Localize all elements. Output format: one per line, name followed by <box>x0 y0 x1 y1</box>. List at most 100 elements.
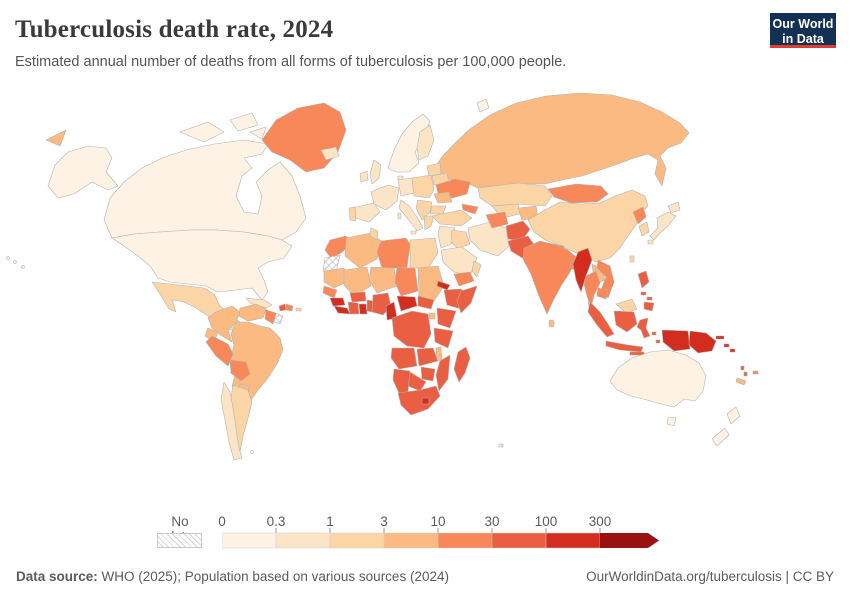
country-united-kingdom[interactable] <box>369 159 382 185</box>
country-turkmenistan[interactable] <box>485 211 509 229</box>
country-russia-novaya-zemlya[interactable] <box>476 98 490 113</box>
country-lesotho[interactable] <box>421 397 430 405</box>
country-bolivia[interactable] <box>229 359 251 382</box>
country-oman[interactable] <box>471 260 482 278</box>
country-haiti[interactable] <box>278 303 287 312</box>
country-zimbabwe[interactable] <box>420 366 436 382</box>
country-angola[interactable] <box>390 347 418 370</box>
country-dominican-republic[interactable] <box>285 303 294 312</box>
country-egypt[interactable] <box>409 237 439 269</box>
country-levant[interactable] <box>437 225 456 249</box>
country-canada-arctic-islands[interactable] <box>179 112 267 143</box>
legend-segment-4[interactable] <box>383 532 439 549</box>
country-solomon-islands[interactable] <box>723 343 730 348</box>
legend-segment-2[interactable] <box>275 532 331 549</box>
country-new-zealand-north[interactable] <box>726 406 741 425</box>
footer-link[interactable]: OurWorldinData.org/tuberculosis | CC BY <box>586 569 834 584</box>
country-saudi-arabia[interactable] <box>440 246 478 277</box>
falkland-islands[interactable] <box>250 450 254 454</box>
country-taiwan[interactable] <box>629 255 635 263</box>
country-madagascar[interactable] <box>453 346 471 383</box>
country-sudan[interactable] <box>417 265 445 302</box>
country-cuba[interactable] <box>245 297 273 309</box>
country-germany-benelux[interactable] <box>397 177 415 197</box>
country-north-korea[interactable] <box>632 206 647 225</box>
country-kenya[interactable] <box>436 307 457 329</box>
country-indonesia-java[interactable] <box>605 340 644 353</box>
country-cambodia[interactable] <box>596 287 609 300</box>
country-puerto-rico[interactable] <box>295 307 302 312</box>
country-ireland[interactable] <box>359 170 369 183</box>
country-central-europe[interactable] <box>411 174 435 199</box>
country-solomon-islands[interactable] <box>729 348 736 353</box>
country-mozambique[interactable] <box>435 354 451 392</box>
country-niger[interactable] <box>368 266 398 294</box>
country-new-zealand-south[interactable] <box>711 427 730 447</box>
country-indonesia-kalimantan[interactable] <box>613 310 638 333</box>
country-dr-congo[interactable] <box>391 310 432 349</box>
country-guyana-suriname[interactable] <box>264 309 277 325</box>
legend-segment-7[interactable] <box>545 532 601 549</box>
country-iraq[interactable] <box>450 229 471 250</box>
country-mauritania[interactable] <box>323 267 350 289</box>
country-chad[interactable] <box>394 267 419 297</box>
country-venezuela[interactable] <box>238 303 267 322</box>
country-mali[interactable] <box>343 266 372 297</box>
country-fiji[interactable] <box>752 370 759 375</box>
country-french-guiana[interactable] <box>273 312 284 325</box>
country-south-sudan[interactable] <box>417 295 435 310</box>
country-romania[interactable] <box>433 191 453 204</box>
country-tunisia[interactable] <box>369 227 379 241</box>
country-russia[interactable] <box>431 92 690 190</box>
country-cote-divoire[interactable] <box>347 301 360 315</box>
legend-segment-8-arrow[interactable] <box>600 533 659 548</box>
country-zambia[interactable] <box>416 347 439 367</box>
country-united-states[interactable] <box>111 229 293 301</box>
country-italy[interactable] <box>398 199 424 232</box>
country-malaysia-borneo[interactable] <box>615 298 638 314</box>
country-sri-lanka[interactable] <box>548 319 555 328</box>
country-spain[interactable] <box>351 202 381 223</box>
country-alaska[interactable] <box>47 145 119 199</box>
country-new-caledonia[interactable] <box>735 377 747 386</box>
country-colombia[interactable] <box>207 305 241 343</box>
country-ghana[interactable] <box>358 303 368 315</box>
french-southern-territories[interactable] <box>498 443 504 448</box>
hawaii-islands[interactable] <box>21 265 25 269</box>
legend-no-data-swatch[interactable] <box>157 533 202 548</box>
country-south-korea[interactable] <box>638 221 650 237</box>
country-sardinia[interactable] <box>397 212 402 220</box>
country-namibia[interactable] <box>392 368 411 394</box>
country-turkey[interactable] <box>431 209 473 227</box>
country-tanzania[interactable] <box>433 327 454 349</box>
country-japan-kyushu[interactable] <box>647 239 654 245</box>
country-iceland[interactable] <box>320 146 340 161</box>
legend-segment-3[interactable] <box>329 532 385 549</box>
hawaii-islands[interactable] <box>6 256 10 260</box>
country-indonesia-maluku[interactable] <box>655 339 661 344</box>
country-japan-hokkaido[interactable] <box>667 201 681 214</box>
hawaii-islands[interactable] <box>13 260 17 264</box>
legend-segment-1[interactable] <box>222 532 277 549</box>
country-philippines-luzon[interactable] <box>637 270 650 289</box>
country-philippines-visayas[interactable] <box>640 291 647 296</box>
country-png-new-britain[interactable] <box>715 335 725 340</box>
legend-segment-6[interactable] <box>491 532 547 549</box>
country-guinea[interactable] <box>329 297 346 307</box>
country-indonesia-maluku[interactable] <box>651 331 657 336</box>
country-indonesia-lesser-sunda[interactable] <box>629 351 645 356</box>
country-mongolia[interactable] <box>547 183 609 204</box>
country-peru[interactable] <box>205 335 234 367</box>
country-malawi[interactable] <box>435 346 443 362</box>
country-philippines-mindanao[interactable] <box>643 301 655 312</box>
legend-segment-5[interactable] <box>437 532 493 549</box>
country-yemen[interactable] <box>453 271 475 287</box>
country-australia[interactable] <box>609 349 707 408</box>
country-burkina-faso[interactable] <box>349 291 367 303</box>
owid-logo[interactable]: Our World in Data <box>770 13 836 48</box>
country-vanuatu[interactable] <box>743 371 748 377</box>
country-vanuatu[interactable] <box>740 365 745 371</box>
country-libya[interactable] <box>376 237 411 269</box>
country-afghanistan[interactable] <box>505 220 531 242</box>
country-bulgaria[interactable] <box>429 205 447 215</box>
